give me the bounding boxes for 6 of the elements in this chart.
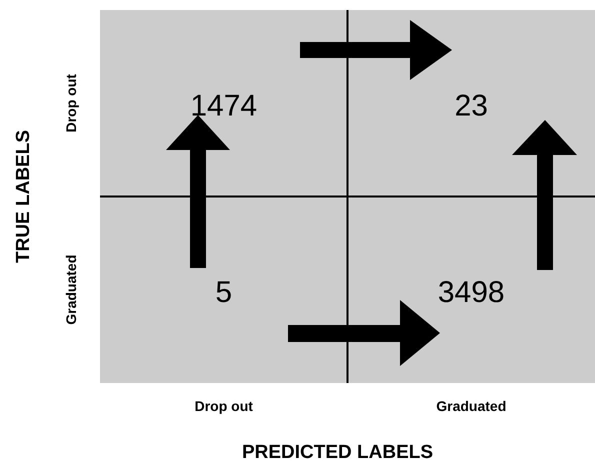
- y-axis-title: TRUE LABELS: [13, 130, 34, 263]
- x-axis-title: PREDICTED LABELS: [242, 442, 434, 463]
- data-label: 3498: [438, 276, 505, 310]
- data-label: 5: [215, 276, 232, 310]
- data-label: 23: [454, 90, 488, 123]
- data-label: 1474: [190, 90, 258, 123]
